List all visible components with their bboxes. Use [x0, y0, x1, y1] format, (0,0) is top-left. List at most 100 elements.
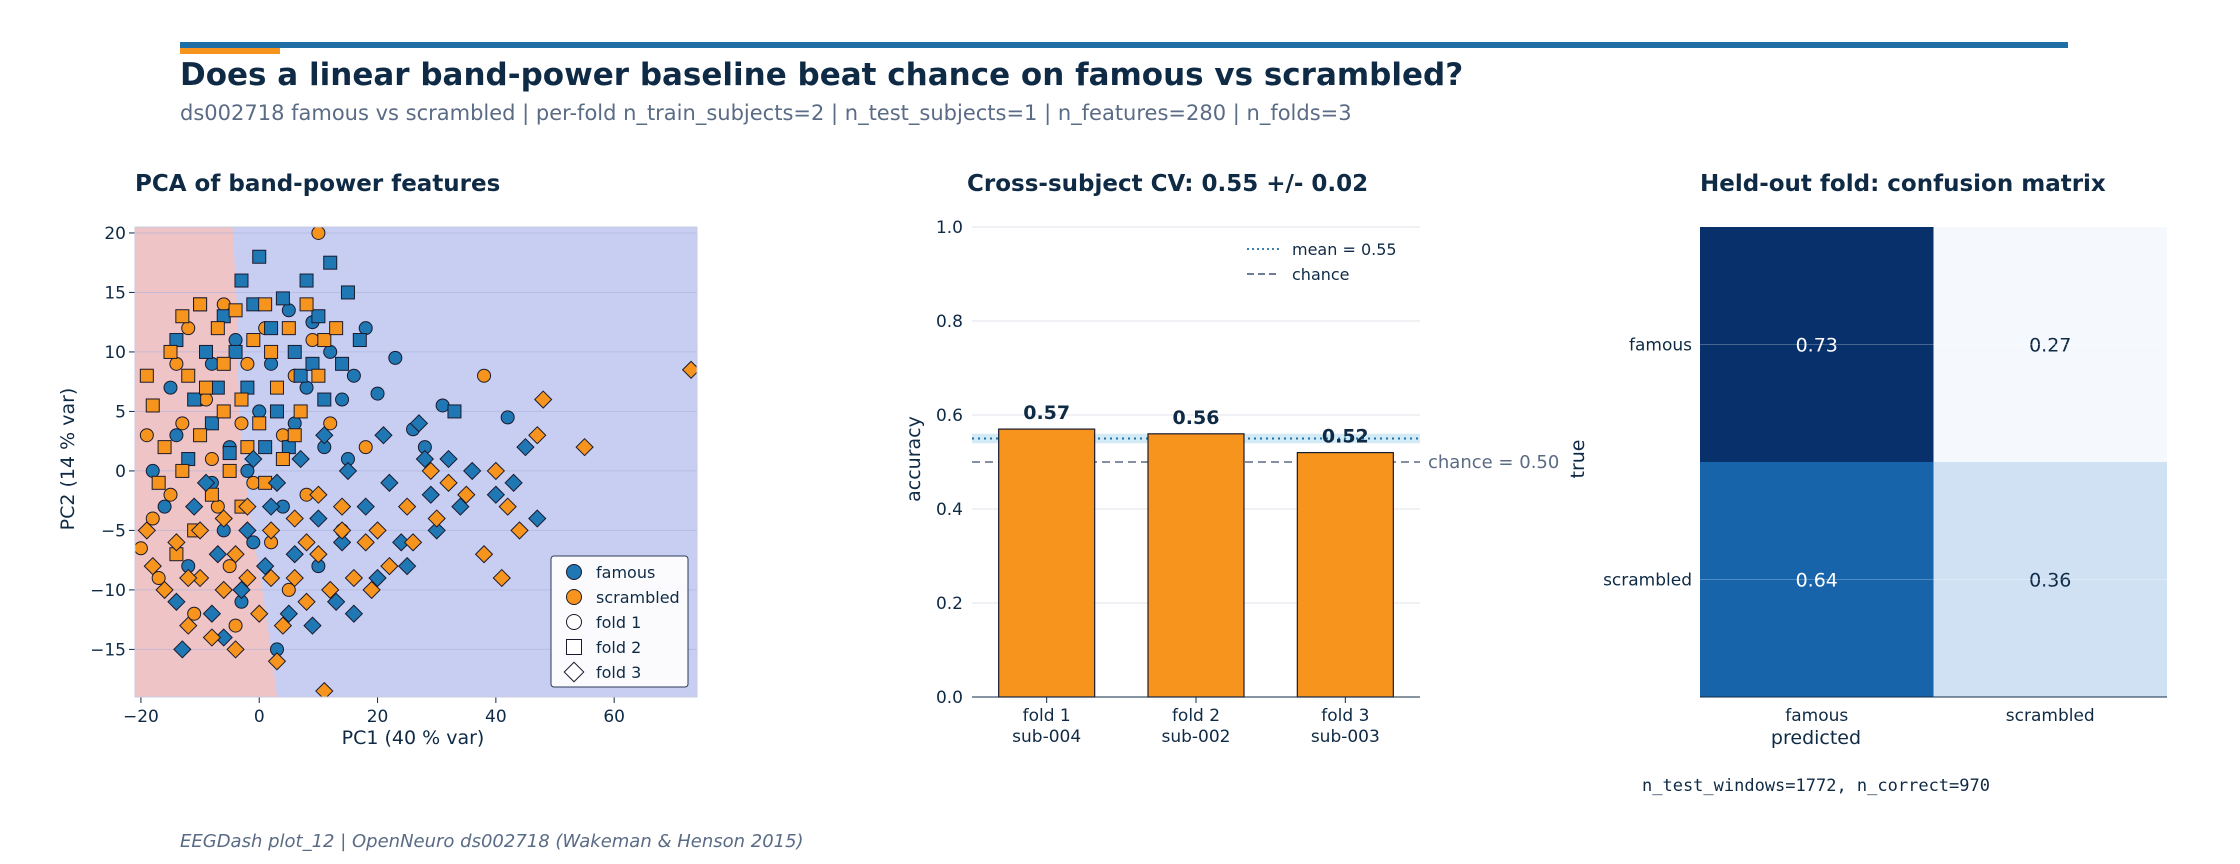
pca-point-fold3-scrambled: [285, 568, 304, 588]
pca-point-fold3-famous: [267, 473, 287, 492]
pca-point-fold1-famous: [370, 386, 385, 401]
pca-point-fold2-famous: [234, 273, 249, 288]
cv-plot: 0.0 0.2 0.4 0.6 0.8 1.0 chance = 0.50 0.57 fold …: [936, 218, 1559, 747]
pca-point-fold2-famous: [269, 404, 284, 419]
pca-point-fold3-famous: [309, 509, 328, 528]
pca-ytick-label: −10: [90, 581, 126, 601]
pca-point-fold2-famous: [264, 321, 279, 336]
pca-point-fold2-scrambled: [193, 428, 208, 443]
pca-point-fold2-scrambled: [216, 356, 231, 371]
pca-point-fold3-scrambled: [332, 521, 352, 540]
cm-cell-value: 0.73: [1796, 335, 1838, 357]
pca-point-fold3-famous: [196, 473, 216, 492]
pca-point-fold1-famous: [281, 303, 296, 318]
cv-xtick-label-line: sub-002: [1161, 727, 1230, 747]
pca-point-fold2-scrambled: [139, 368, 154, 383]
cv-ytick-label: 0.2: [936, 594, 963, 614]
cm-cell: [1933, 227, 2167, 462]
cv-xtick-label: fold 2 sub-002: [1161, 706, 1230, 747]
pca-point-fold3-famous: [486, 485, 506, 504]
pca-point-fold2-scrambled: [317, 333, 332, 348]
pca-point-fold1-scrambled: [281, 582, 296, 597]
pca-point-fold3-famous: [285, 545, 304, 564]
pca-point-fold2-scrambled: [228, 303, 243, 318]
pca-point-fold1-scrambled: [204, 452, 219, 467]
pca-point-fold2-scrambled: [198, 380, 213, 395]
pca-point-fold2-famous: [275, 291, 290, 306]
pca-point-fold3-famous: [291, 449, 310, 469]
pca-point-fold3-scrambled: [356, 533, 375, 552]
pca-point-fold1-scrambled: [246, 475, 261, 490]
pca-point-fold2-scrambled: [210, 321, 225, 336]
cv-ylabel: accuracy: [903, 416, 925, 502]
cv-xtick-label-line: fold 1: [1023, 706, 1071, 726]
pca-ytick-label: 0: [115, 462, 126, 482]
pca-point-fold2-scrambled: [222, 463, 237, 478]
pca-frame: [134, 226, 698, 698]
pca-point-fold2-scrambled: [193, 297, 208, 312]
pca-plot: −15 −10 −5 0 5 10 15 20 −20 0 20 40 60 famous scramble…: [90, 224, 698, 727]
cm-cell: [1700, 227, 1934, 462]
pca-point-fold3-scrambled: [214, 580, 233, 600]
pca-point-fold1-famous: [388, 350, 403, 365]
pca-point-fold1-scrambled: [358, 440, 373, 455]
pca-point-fold3-scrambled: [534, 390, 553, 409]
pca-point-fold3-famous: [303, 616, 322, 635]
pca-point-fold1-famous: [346, 368, 361, 383]
pca-point-fold3-scrambled: [362, 580, 381, 600]
cm-ylabel: true: [1567, 440, 1589, 479]
pca-point-fold2-scrambled: [246, 333, 261, 348]
header-accent-orange: [180, 48, 280, 54]
pca-point-fold3-famous: [368, 568, 387, 588]
pca-ytick-label: 10: [104, 343, 126, 363]
pca-point-fold1-famous: [169, 428, 184, 443]
pca-point-fold3-scrambled: [190, 521, 210, 540]
cv-xtick-label: fold 1 sub-004: [1012, 706, 1081, 747]
cm-xtick-label: scrambled: [2006, 706, 2095, 726]
pca-point-fold2-famous: [228, 344, 243, 359]
pca-point-fold2-scrambled: [216, 404, 231, 419]
pca-point-fold2-scrambled: [234, 392, 249, 407]
pca-point-fold2-scrambled: [175, 463, 190, 478]
pca-point-fold1-famous: [252, 404, 267, 419]
cv-chance-label: chance = 0.50: [1428, 452, 1559, 473]
pca-ytick-label: −5: [101, 521, 126, 541]
pca-point-fold3-scrambled: [285, 509, 304, 528]
pca-point-fold3-scrambled: [397, 497, 417, 516]
pca-point-fold1-famous: [240, 463, 255, 478]
pca-xtick-label: 60: [603, 707, 625, 727]
pca-point-fold3-scrambled: [238, 497, 257, 516]
pca-points: [135, 227, 697, 697]
pca-point-fold1-famous: [435, 398, 450, 413]
pca-point-fold2-famous: [210, 380, 225, 395]
pca-point-fold2-famous: [216, 309, 231, 324]
pca-point-fold3-scrambled: [457, 485, 476, 504]
pca-point-fold3-scrambled: [332, 497, 352, 516]
pca-point-fold3-famous: [232, 580, 251, 600]
pca-point-fold1-famous: [204, 356, 219, 371]
pca-point-fold3-scrambled: [155, 580, 174, 600]
pca-point-fold3-famous: [344, 604, 364, 623]
cv-ytick-label: 0.6: [936, 406, 963, 426]
confusion-matrix: 0.73 0.27 0.64 0.36 famous scrambled famous scr…: [1603, 227, 2167, 726]
cv-bar: [1147, 433, 1245, 698]
pca-point-fold2-scrambled: [145, 398, 160, 413]
pca-point-fold3-famous: [409, 414, 429, 433]
pca-point-fold1-famous: [145, 463, 160, 478]
cv-ytick-label: 0.0: [936, 688, 963, 708]
pca-xtick-label: 20: [367, 707, 389, 727]
pca-point-fold2-famous: [293, 368, 308, 383]
pca-point-fold2-famous: [317, 392, 332, 407]
pca-point-fold3-scrambled: [226, 640, 245, 659]
pca-point-fold3-scrambled: [238, 568, 257, 588]
pca-point-fold2-famous: [447, 404, 462, 419]
pca-point-fold3-scrambled: [510, 521, 529, 540]
pca-point-fold2-famous: [311, 309, 326, 324]
pca-xtick-label: 40: [485, 707, 507, 727]
pca-point-fold3-scrambled: [528, 426, 547, 445]
pca-legend-marker: [566, 639, 582, 655]
cm-cell-value: 0.64: [1796, 570, 1838, 592]
pca-point-fold1-famous: [323, 344, 338, 359]
pca-xtick-label: −20: [123, 707, 159, 727]
pca-point-fold3-famous: [415, 449, 435, 469]
